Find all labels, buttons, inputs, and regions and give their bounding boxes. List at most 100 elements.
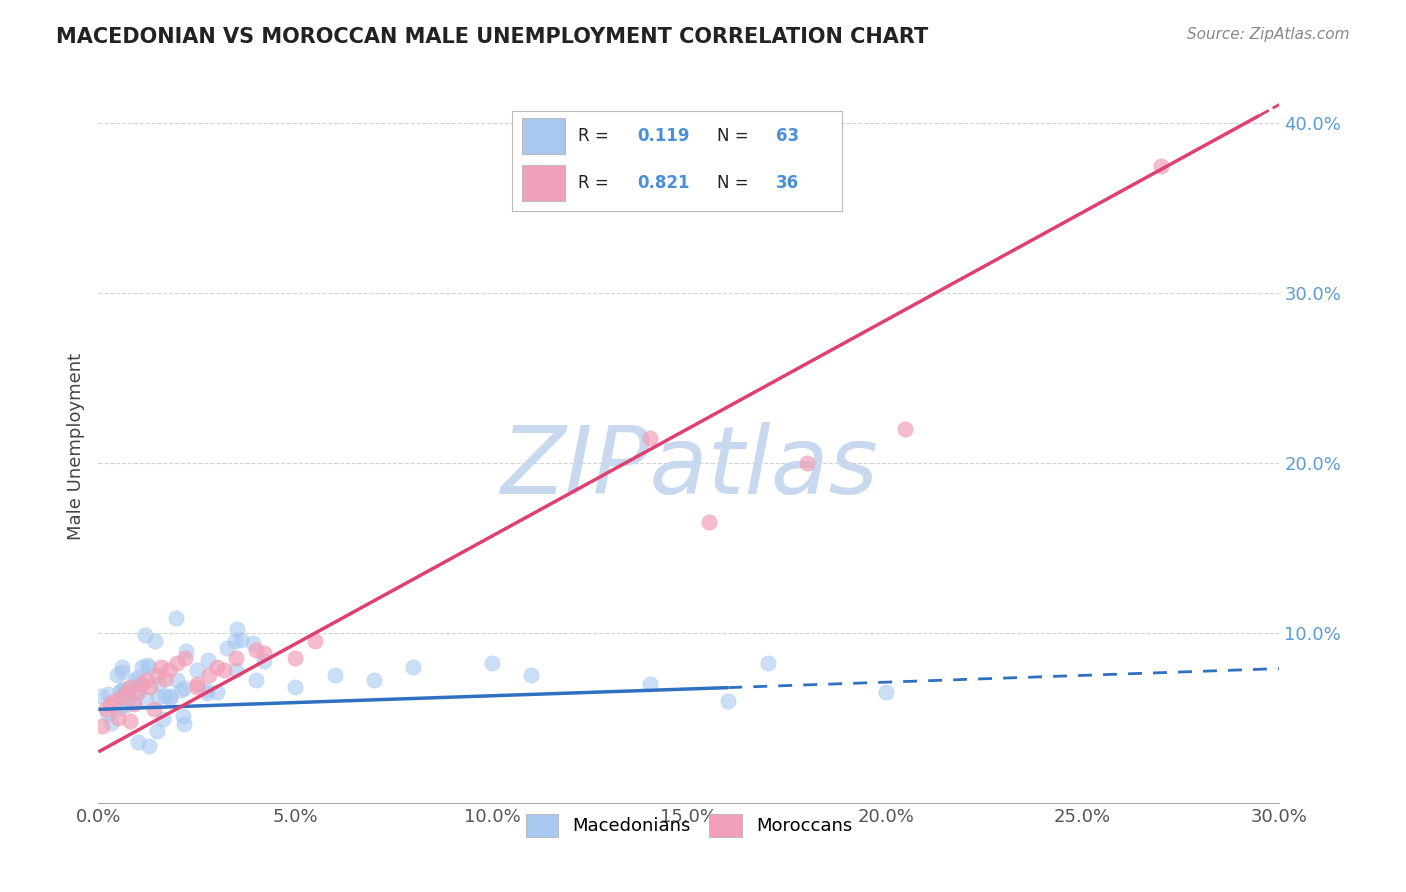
Point — [157, 663, 180, 677]
Point — [226, 622, 249, 636]
Point — [122, 698, 145, 712]
Point — [124, 673, 146, 687]
Point — [138, 680, 160, 694]
Point — [127, 685, 149, 699]
Point — [796, 456, 818, 470]
Point — [117, 691, 139, 706]
Point — [138, 739, 160, 753]
Point — [224, 634, 246, 648]
Point — [90, 690, 112, 704]
Text: ZIPatlas: ZIPatlas — [501, 422, 877, 513]
Point — [520, 668, 543, 682]
Point — [146, 690, 169, 704]
Point — [100, 716, 122, 731]
Point — [96, 702, 118, 716]
Point — [97, 707, 120, 722]
Point — [363, 673, 385, 688]
Point — [155, 672, 177, 686]
Point — [166, 673, 188, 687]
Point — [173, 681, 195, 695]
Point — [197, 653, 219, 667]
Point — [121, 695, 143, 709]
Point — [225, 663, 247, 677]
Point — [894, 422, 917, 436]
Point — [323, 668, 346, 682]
Point — [150, 660, 173, 674]
Point — [146, 724, 169, 739]
Point — [118, 714, 141, 729]
Y-axis label: Male Unemployment: Male Unemployment — [66, 352, 84, 540]
Legend: Macedonians, Moroccans: Macedonians, Moroccans — [519, 807, 859, 844]
Point — [242, 636, 264, 650]
Point — [136, 657, 159, 672]
Point — [481, 657, 503, 671]
Point — [195, 686, 218, 700]
Point — [118, 680, 141, 694]
Point — [148, 677, 170, 691]
Point — [131, 677, 153, 691]
Point — [225, 651, 247, 665]
Point — [135, 673, 157, 688]
Point — [215, 640, 238, 655]
Point — [756, 657, 779, 671]
Point — [717, 694, 740, 708]
Point — [152, 712, 174, 726]
Point — [174, 644, 197, 658]
Point — [638, 677, 661, 691]
Point — [127, 670, 149, 684]
Point — [125, 686, 148, 700]
Point — [159, 690, 181, 704]
Point — [638, 430, 661, 444]
Point — [97, 687, 120, 701]
Point — [697, 516, 720, 530]
Point — [159, 690, 181, 705]
Point — [108, 701, 131, 715]
Point — [143, 634, 166, 648]
Point — [173, 716, 195, 731]
Point — [245, 673, 267, 688]
Point — [304, 634, 326, 648]
Point — [165, 611, 187, 625]
Point — [253, 646, 276, 660]
Point — [146, 668, 169, 682]
Point — [98, 698, 121, 712]
Point — [138, 659, 160, 673]
Point — [245, 643, 267, 657]
Point — [186, 680, 208, 694]
Point — [172, 708, 194, 723]
Point — [174, 651, 197, 665]
Point — [284, 651, 307, 665]
Point — [229, 633, 252, 648]
Point — [186, 677, 208, 691]
Point — [197, 668, 219, 682]
Text: Source: ZipAtlas.com: Source: ZipAtlas.com — [1187, 27, 1350, 42]
Point — [108, 684, 131, 698]
Point — [105, 667, 128, 681]
Point — [214, 663, 236, 677]
Point — [111, 660, 134, 674]
Point — [111, 690, 134, 705]
Point — [111, 682, 134, 697]
Point — [166, 657, 188, 671]
Point — [135, 692, 157, 706]
Point — [284, 680, 307, 694]
Point — [402, 660, 425, 674]
Point — [91, 719, 114, 733]
Point — [127, 734, 149, 748]
Point — [107, 711, 129, 725]
Point — [115, 685, 138, 699]
Point — [170, 683, 193, 698]
Text: MACEDONIAN VS MOROCCAN MALE UNEMPLOYMENT CORRELATION CHART: MACEDONIAN VS MOROCCAN MALE UNEMPLOYMENT… — [56, 27, 928, 46]
Point — [205, 685, 228, 699]
Point — [1150, 159, 1173, 173]
Point — [134, 628, 156, 642]
Point — [111, 665, 134, 679]
Point — [253, 654, 276, 668]
Point — [115, 698, 138, 713]
Point — [103, 694, 125, 708]
Point — [142, 702, 165, 716]
Point — [131, 660, 153, 674]
Point — [875, 685, 897, 699]
Point — [114, 681, 136, 696]
Point — [153, 689, 176, 703]
